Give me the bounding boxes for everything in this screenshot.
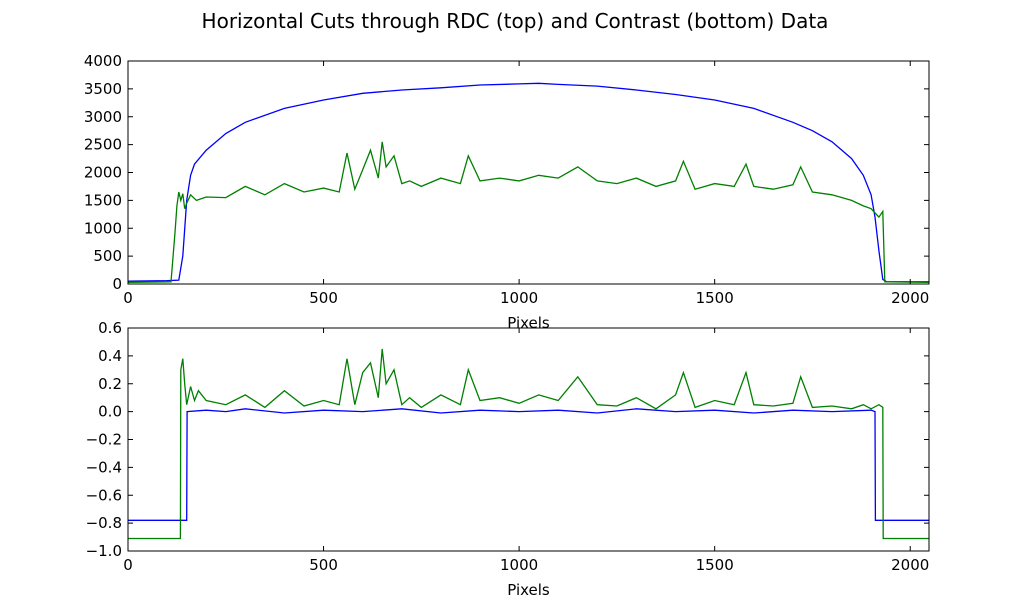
y-tick-label: 1000 [84, 219, 122, 237]
x-axis-label: Pixels [507, 314, 550, 332]
x-tick-label: 0 [123, 289, 133, 307]
series-line-blue [128, 408, 929, 521]
y-tick-label: 0.6 [98, 319, 122, 337]
y-tick-label: 500 [93, 247, 122, 265]
y-tick-label: 4000 [84, 52, 122, 70]
y-tick-label: 1500 [84, 191, 122, 209]
x-tick-label: 0 [123, 556, 133, 574]
y-tick-label: 0.0 [98, 403, 122, 421]
x-tick-label: 500 [309, 556, 338, 574]
y-tick-label: 0 [112, 275, 122, 293]
x-tick-label: 2000 [891, 289, 929, 307]
y-tick-label: 2500 [84, 136, 122, 154]
axes-frame [127, 327, 930, 552]
figure-title: Horizontal Cuts through RDC (top) and Co… [202, 9, 829, 33]
x-tick-label: 2000 [891, 556, 929, 574]
y-tick-label: 0.4 [98, 347, 122, 365]
series-line-blue [127, 82, 929, 283]
y-tick-label: 2000 [84, 164, 122, 182]
series-line-green [127, 141, 930, 283]
x-axis-label: Pixels [507, 581, 550, 599]
bottom-axes: 0 500 1000 1500 2000 −1.0 −0.8 −0.6 −0.4 −0.2 0.0 0… [86, 319, 930, 599]
x-tick-label: 500 [309, 289, 338, 307]
y-tick-label: 3500 [84, 80, 122, 98]
y-tick-label: −0.2 [86, 431, 122, 449]
x-tick-label: 1500 [696, 556, 734, 574]
x-tick-label: 1500 [696, 289, 734, 307]
axes-frame [127, 60, 930, 285]
y-tick-label: −0.4 [86, 458, 122, 476]
y-tick-label: −0.6 [86, 486, 122, 504]
series-line-green [128, 348, 929, 540]
x-tick-label: 1000 [500, 289, 538, 307]
y-tick-label: 3000 [84, 108, 122, 126]
y-tick-label: 0.2 [98, 375, 122, 393]
x-tick-label: 1000 [500, 556, 538, 574]
y-tick-label: −0.8 [86, 514, 122, 532]
y-tick-label: −1.0 [86, 542, 122, 560]
top-axes: 0 500 1000 1500 2000 0 500 1000 1500 2000 2500 3000… [84, 52, 930, 332]
